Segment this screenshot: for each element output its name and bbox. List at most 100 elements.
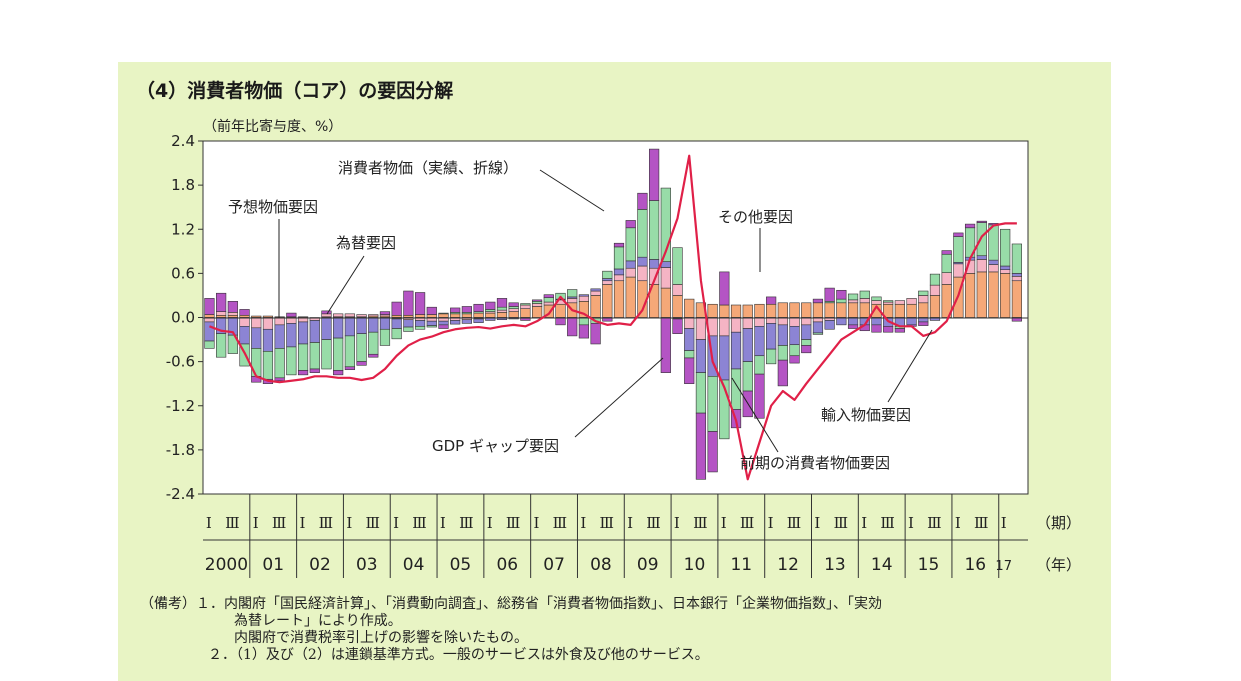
- bar-segment-other: [344, 366, 355, 371]
- year-tick-label: 15: [918, 555, 940, 575]
- bar-segment-expected: [824, 302, 835, 318]
- bar-segment-other: [847, 324, 859, 329]
- bar-segment-gdp_gap: [438, 320, 449, 326]
- note-line-4: ２．（1）及び（2）は連鎖基準方式。一般のサービスは外食及び他のサービス。: [208, 647, 709, 663]
- bar-segment-import: [789, 344, 800, 357]
- bar-segment-forex: [496, 309, 508, 313]
- year-tick-label: 14: [871, 555, 893, 575]
- bar-segment-import: [883, 300, 894, 303]
- bar-segment-other: [789, 355, 800, 364]
- bar-segment-gdp_gap: [801, 324, 812, 340]
- year-tick-label: 10: [684, 555, 706, 575]
- bar-segment-import: [251, 348, 262, 377]
- bar-segment-other: [578, 324, 590, 339]
- bar-segment-expected: [414, 314, 426, 318]
- bar-segment-gdp_gap: [625, 260, 636, 269]
- bar-segment-expected: [508, 311, 519, 318]
- bar-segment-forex: [672, 284, 683, 296]
- bar-segment-other: [590, 323, 601, 345]
- quarter-tick-label: Ⅲ: [506, 514, 520, 532]
- quarter-tick-label: Ⅰ: [300, 514, 306, 532]
- bar-segment-import: [204, 340, 215, 349]
- y-tick-label: -1.2: [166, 397, 195, 415]
- bar-segment-gdp_gap: [602, 278, 613, 282]
- bar-segment-import: [684, 350, 695, 359]
- bar-segment-forex: [344, 313, 355, 318]
- bar-segment-forex: [239, 317, 250, 327]
- bar-segment-gdp_gap: [590, 288, 601, 292]
- bar-segment-import: [578, 317, 590, 326]
- bar-segment-expected: [894, 303, 905, 318]
- bar-segment-gdp_gap: [719, 335, 730, 381]
- bar-segment-forex: [321, 313, 332, 318]
- bar-segment-forex: [368, 314, 379, 317]
- bar-segment-other: [508, 302, 519, 307]
- annotation-cpi: 消費者物価（実績、折線）: [338, 159, 518, 177]
- bar-segment-expected: [590, 295, 601, 318]
- bar-segment-import: [321, 339, 332, 370]
- year-tick-label: 05: [450, 555, 472, 575]
- bar-segment-forex: [625, 267, 636, 278]
- bar-segment-forex: [567, 298, 578, 304]
- bar-segment-expected: [625, 276, 636, 318]
- bar-segment-other: [555, 317, 566, 326]
- bar-segment-other: [379, 311, 391, 315]
- bar-segment-other: [473, 303, 484, 312]
- bar-segment-forex: [777, 317, 788, 326]
- year-tick-label: 11: [730, 555, 752, 575]
- bar-segment-gdp_gap: [426, 320, 437, 326]
- quarter-tick-label: Ⅲ: [787, 514, 801, 532]
- bar-segment-other: [321, 310, 332, 315]
- period-unit-label: （期）: [1036, 514, 1081, 532]
- bar-segment-forex: [953, 263, 964, 278]
- quarter-tick-label: Ⅰ: [627, 514, 633, 532]
- bar-segment-expected: [672, 295, 683, 318]
- bar-segment-expected: [742, 304, 753, 318]
- bar-segment-import: [695, 372, 707, 414]
- bar-segment-import: [531, 301, 543, 304]
- quarter-tick-label: Ⅲ: [225, 514, 239, 532]
- bar-segment-other: [403, 290, 414, 316]
- bar-segment-forex: [988, 264, 999, 273]
- bar-segment-forex: [543, 301, 554, 306]
- bar-segment-gdp_gap: [309, 320, 320, 343]
- bar-segment-import: [520, 303, 531, 306]
- y-tick-label: 1.8: [171, 176, 195, 194]
- quarter-tick-label: Ⅰ: [393, 514, 399, 532]
- bar-segment-gdp_gap: [976, 255, 987, 260]
- year-tick-label: 08: [590, 555, 612, 575]
- bar-segment-forex: [578, 295, 590, 302]
- bar-segment-gdp_gap: [473, 318, 484, 323]
- bar-segment-other: [637, 192, 648, 210]
- quarter-tick-label: Ⅰ: [206, 514, 212, 532]
- bar-segment-other: [660, 317, 671, 373]
- year-tick-label: 02: [309, 555, 331, 575]
- bar-segment-import: [567, 289, 578, 298]
- quarter-tick-label: Ⅰ: [674, 514, 680, 532]
- bar-segment-import: [836, 298, 847, 304]
- bar-segment-other: [438, 324, 449, 329]
- quarter-tick-label: Ⅰ: [346, 514, 352, 532]
- bar-segment-import: [976, 222, 987, 257]
- bar-segment-import: [379, 328, 391, 346]
- bar-segment-import: [871, 296, 882, 301]
- y-tick-label: -2.4: [166, 485, 195, 503]
- bar-segment-expected: [918, 302, 929, 318]
- quarter-tick-label: Ⅰ: [580, 514, 586, 532]
- bar-segment-expected: [929, 295, 941, 318]
- annotation-expected: 予想物価要因: [228, 198, 318, 216]
- bar-segment-expected: [766, 303, 777, 318]
- pointer-import: [887, 329, 933, 403]
- bar-segment-forex: [789, 317, 800, 327]
- annotation-other: その他要因: [718, 208, 793, 226]
- bar-segment-import: [227, 334, 238, 354]
- bar-segment-forex: [262, 317, 274, 330]
- bar-segment-other: [754, 373, 765, 419]
- bar-segment-other: [719, 271, 730, 306]
- bar-segment-gdp_gap: [379, 317, 391, 330]
- bar-segment-forex: [918, 295, 929, 304]
- bar-segment-import: [356, 333, 367, 362]
- bar-segment-gdp_gap: [368, 317, 379, 333]
- bar-segment-other: [812, 298, 824, 304]
- bar-segment-expected: [602, 284, 613, 318]
